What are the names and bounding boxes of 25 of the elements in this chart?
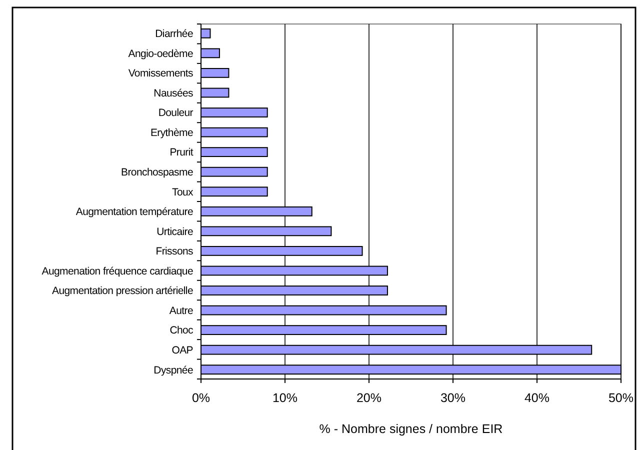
x-tick-label: 50% xyxy=(608,391,634,405)
y-tick-label: Toux xyxy=(172,186,194,198)
y-tick-label: Angio-oedème xyxy=(128,48,194,60)
x-tick-label: 0% xyxy=(192,391,210,405)
y-tick-label: Diarrhée xyxy=(155,28,194,40)
x-axis-title: % - Nombre signes / nombre EIR xyxy=(319,422,503,436)
y-tick-label: Erythème xyxy=(150,126,194,139)
y-tick-label: OAP xyxy=(172,344,194,357)
y-tick-label: Douleur xyxy=(158,107,194,120)
y-tick-label: Bronchospasme xyxy=(121,166,194,179)
x-tick-label: 30% xyxy=(440,391,466,405)
x-tick-label: 40% xyxy=(524,391,550,405)
y-tick-label: Urticaire xyxy=(156,226,194,238)
y-tick-label: Prurit xyxy=(170,146,194,159)
y-tick-label: Augmentation pression artérielle xyxy=(52,285,194,298)
y-tick-label: Frissons xyxy=(156,246,194,258)
y-tick-label: Dyspnée xyxy=(154,364,194,376)
y-tick-label: Augmentation température xyxy=(76,206,194,218)
x-tick-label: 10% xyxy=(272,391,298,405)
y-tick-label: Choc xyxy=(170,324,194,337)
y-tick-label: Nausées xyxy=(154,87,194,100)
x-tick-label: 20% xyxy=(356,391,382,405)
y-tick-label: Autre xyxy=(169,304,194,317)
y-tick-label: Augmenation fréquence cardiaque xyxy=(42,265,194,278)
y-tick-label: Vomissements xyxy=(128,68,194,80)
